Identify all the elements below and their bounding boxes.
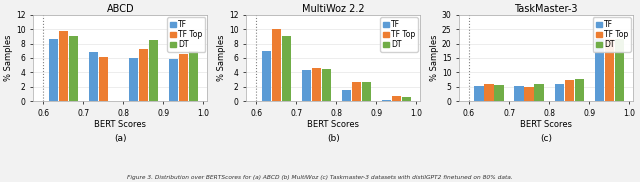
Bar bbox=[99, 57, 108, 101]
Bar bbox=[605, 39, 614, 101]
Title: ABCD: ABCD bbox=[106, 4, 134, 14]
Bar bbox=[129, 58, 138, 101]
Legend: TF, TF Top, DT: TF, TF Top, DT bbox=[380, 17, 418, 52]
Bar bbox=[312, 68, 321, 101]
Text: Figure 3. Distribution over BERTScores for (a) ABCD (b) MultiWoz (c) Taskmaster-: Figure 3. Distribution over BERTScores f… bbox=[127, 175, 513, 180]
Legend: TF, TF Top, DT: TF, TF Top, DT bbox=[593, 17, 631, 52]
Bar bbox=[564, 80, 573, 101]
Bar bbox=[179, 54, 188, 101]
Bar bbox=[381, 100, 391, 101]
Y-axis label: % Samples: % Samples bbox=[430, 35, 439, 81]
Bar bbox=[525, 87, 534, 101]
Bar bbox=[301, 70, 311, 101]
Y-axis label: % Samples: % Samples bbox=[4, 35, 13, 81]
Bar bbox=[68, 36, 78, 101]
Bar bbox=[271, 29, 281, 101]
Text: (b): (b) bbox=[327, 134, 340, 143]
Bar bbox=[474, 86, 484, 101]
Bar bbox=[402, 97, 411, 101]
Legend: TF, TF Top, DT: TF, TF Top, DT bbox=[167, 17, 205, 52]
Bar bbox=[189, 51, 198, 101]
Y-axis label: % Samples: % Samples bbox=[217, 35, 226, 81]
X-axis label: BERT Scores: BERT Scores bbox=[307, 120, 359, 129]
Bar bbox=[169, 59, 178, 101]
Bar bbox=[342, 90, 351, 101]
Text: (c): (c) bbox=[540, 134, 552, 143]
Bar bbox=[59, 31, 68, 101]
Bar bbox=[554, 84, 564, 101]
Bar bbox=[148, 40, 158, 101]
Bar bbox=[282, 36, 291, 101]
Bar bbox=[515, 86, 524, 101]
Bar bbox=[534, 84, 544, 101]
Title: TaskMaster-3: TaskMaster-3 bbox=[515, 4, 578, 14]
Bar bbox=[392, 96, 401, 101]
X-axis label: BERT Scores: BERT Scores bbox=[94, 120, 147, 129]
Bar bbox=[484, 84, 493, 101]
Bar bbox=[321, 69, 331, 101]
X-axis label: BERT Scores: BERT Scores bbox=[520, 120, 572, 129]
Bar bbox=[614, 39, 624, 101]
Bar bbox=[362, 82, 371, 101]
Text: (a): (a) bbox=[114, 134, 127, 143]
Bar bbox=[89, 52, 98, 101]
Bar bbox=[351, 82, 361, 101]
Title: MultiWoz 2.2: MultiWoz 2.2 bbox=[302, 4, 365, 14]
Bar bbox=[575, 79, 584, 101]
Bar bbox=[139, 49, 148, 101]
Bar bbox=[595, 39, 604, 101]
Bar bbox=[262, 51, 271, 101]
Bar bbox=[49, 39, 58, 101]
Bar bbox=[495, 85, 504, 101]
